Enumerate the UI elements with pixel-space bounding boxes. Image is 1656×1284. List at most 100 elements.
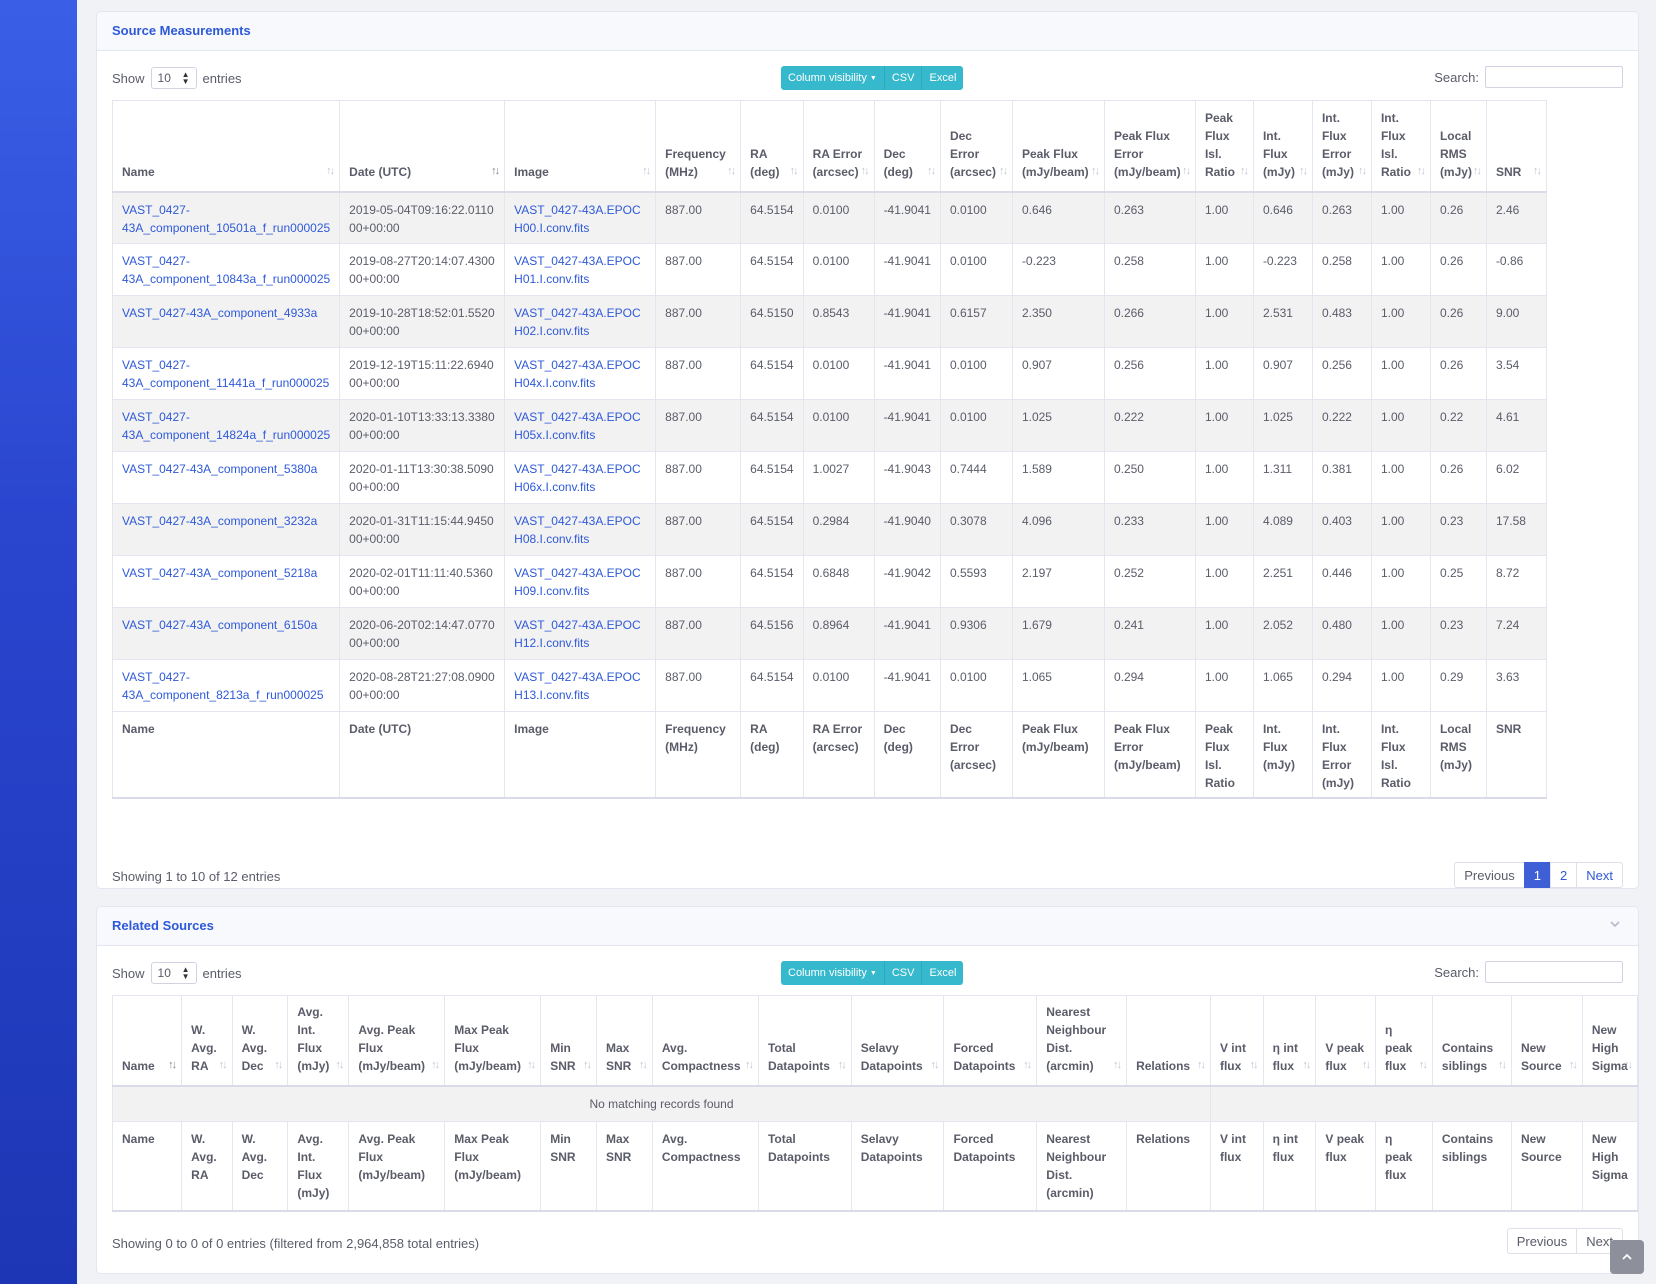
column-header-label: Forced Datapoints	[953, 1040, 1016, 1073]
column-header-date-utc[interactable]: Date (UTC) ↑↓	[339, 100, 506, 193]
column-header-peak-flux-error-mjy-beam[interactable]: Peak Flux Error (mJy/beam) ↑↓	[1104, 100, 1196, 193]
image-link[interactable]: VAST_0427-43A.EPOCH06x.I.conv.fits	[504, 451, 657, 504]
sort-icon: ↑↓	[1181, 164, 1191, 177]
image-link[interactable]: VAST_0427-43A.EPOCH05x.I.conv.fits	[504, 399, 657, 452]
column-header-relations[interactable]: Relations ↑↓	[1126, 995, 1211, 1087]
column-visibility-button[interactable]: Column visibility ▼	[781, 66, 885, 90]
previous-page-button[interactable]: Previous	[1454, 862, 1525, 888]
column-header-name[interactable]: Name ↑↓	[112, 100, 341, 193]
scroll-to-top-button[interactable]	[1610, 1240, 1644, 1274]
table-cell: 2.052	[1253, 607, 1313, 660]
image-link[interactable]: VAST_0427-43A.EPOCH02.I.conv.fits	[504, 295, 657, 348]
column-header-nearest-neighbour-dist-arcmin[interactable]: Nearest Neighbour Dist. (arcmin) ↑↓	[1036, 995, 1128, 1087]
table-cell: 1.00	[1195, 399, 1254, 452]
image-link[interactable]: VAST_0427-43A.EPOCH01.I.conv.fits	[504, 243, 657, 296]
column-header-avg-int-flux-mjy[interactable]: Avg. Int. Flux (mJy) ↑↓	[287, 995, 350, 1087]
column-header-ra-error-arcsec[interactable]: RA Error (arcsec) ↑↓	[803, 100, 875, 193]
measurement-name-link[interactable]: VAST_0427-43A_component_3232a	[112, 503, 341, 556]
table-cell: 1.00	[1371, 347, 1431, 400]
column-header-peak-flux-isl-ratio[interactable]: Peak Flux Isl. Ratio ↑↓	[1195, 100, 1254, 193]
table-cell: 0.294	[1104, 659, 1196, 712]
column-header-contains-siblings[interactable]: Contains siblings ↑↓	[1432, 995, 1512, 1087]
csv-button[interactable]: CSV	[884, 66, 923, 90]
column-header-selavy-datapoints[interactable]: Selavy Datapoints ↑↓	[851, 995, 945, 1087]
export-buttons: Column visibility ▼ CSV Excel	[781, 66, 964, 90]
table-cell: 8.72	[1486, 555, 1547, 608]
search-input[interactable]	[1485, 66, 1623, 88]
next-page-button[interactable]: Next	[1576, 862, 1623, 888]
column-header-ra-deg[interactable]: RA (deg) ↑↓	[740, 100, 804, 193]
search-input[interactable]	[1485, 961, 1623, 983]
sort-icon: ↑↓	[1302, 1058, 1311, 1071]
table-cell: -41.9041	[874, 399, 941, 452]
table-cell: 0.0100	[803, 347, 875, 400]
column-header-int-flux-error-mjy[interactable]: Int. Flux Error (mJy) ↑↓	[1312, 100, 1372, 193]
sort-icon: ↑↓	[1249, 1058, 1259, 1071]
column-header-max-peak-flux-mjy-beam[interactable]: Max Peak Flux (mJy/beam) ↑↓	[444, 995, 542, 1087]
column-header-int-flux-isl-ratio[interactable]: Int. Flux Isl. Ratio ↑↓	[1371, 100, 1431, 193]
image-link[interactable]: VAST_0427-43A.EPOCH00.I.conv.fits	[504, 191, 657, 244]
measurement-name-link[interactable]: VAST_0427-43A_component_10501a_f_run0000…	[112, 191, 341, 244]
image-link[interactable]: VAST_0427-43A.EPOCH13.I.conv.fits	[504, 659, 657, 712]
column-header-image[interactable]: Image ↑↓	[504, 100, 657, 193]
csv-button[interactable]: CSV	[884, 961, 923, 985]
column-header-snr[interactable]: SNR ↑↓	[1486, 100, 1547, 193]
column-header-v-int-flux[interactable]: V int flux ↑↓	[1210, 995, 1264, 1087]
column-header-max-snr[interactable]: Max SNR ↑↓	[596, 995, 653, 1087]
column-header-peak-flux[interactable]: η peak flux ↑↓	[1375, 995, 1433, 1087]
image-link[interactable]: VAST_0427-43A.EPOCH04x.I.conv.fits	[504, 347, 657, 400]
previous-page-button[interactable]: Previous	[1506, 1228, 1578, 1254]
table-row: VAST_0427-43A_component_5380a 2020-01-11T…	[112, 451, 1547, 504]
chevron-down-icon[interactable]	[1608, 917, 1622, 931]
page-2-button[interactable]: 2	[1550, 862, 1578, 888]
column-header-int-flux-mjy[interactable]: Int. Flux (mJy) ↑↓	[1253, 100, 1313, 193]
column-header-dec-deg[interactable]: Dec (deg) ↑↓	[874, 100, 941, 193]
column-header-new-high-sigma[interactable]: New High Sigma ↑↓	[1582, 995, 1638, 1087]
column-header-local-rms-mjy[interactable]: Local RMS (mJy) ↑↓	[1430, 100, 1487, 193]
table-cell: 0.646	[1012, 191, 1105, 244]
table-cell: -41.9042	[874, 555, 941, 608]
image-link[interactable]: VAST_0427-43A.EPOCH08.I.conv.fits	[504, 503, 657, 556]
table-cell: 1.311	[1253, 451, 1313, 504]
column-header-v-peak-flux[interactable]: V peak flux ↑↓	[1315, 995, 1376, 1087]
column-header-min-snr[interactable]: Min SNR ↑↓	[540, 995, 598, 1087]
measurement-name-link[interactable]: VAST_0427-43A_component_5380a	[112, 451, 341, 504]
excel-button[interactable]: Excel	[922, 66, 964, 90]
sort-icon: ↑↓	[274, 1058, 283, 1071]
measurement-name-link[interactable]: VAST_0427-43A_component_8213a_f_run00002…	[112, 659, 341, 712]
column-header-new-source[interactable]: New Source ↑↓	[1511, 995, 1583, 1087]
page-length-select[interactable]: 10 ▲ ▼	[150, 962, 197, 984]
column-header-frequency-mhz[interactable]: Frequency (MHz) ↑↓	[655, 100, 742, 193]
measurement-name-link[interactable]: VAST_0427-43A_component_14824a_f_run0000…	[112, 399, 341, 452]
measurement-name-link[interactable]: VAST_0427-43A_component_5218a	[112, 555, 341, 608]
column-header-total-datapoints[interactable]: Total Datapoints ↑↓	[758, 995, 852, 1087]
measurements-table: Name ↑↓ Date (UTC) ↑↓ Image ↑↓ Frequency (MHz)…	[112, 100, 1547, 799]
measurement-name-link[interactable]: VAST_0427-43A_component_11441a_f_run0000…	[112, 347, 341, 400]
measurement-name-link[interactable]: VAST_0427-43A_component_4933a	[112, 295, 341, 348]
image-link[interactable]: VAST_0427-43A.EPOCH12.I.conv.fits	[504, 607, 657, 660]
table-cell: 1.679	[1012, 607, 1105, 660]
column-header-w-avg-ra[interactable]: W. Avg. RA ↑↓	[181, 995, 233, 1087]
excel-button[interactable]: Excel	[922, 961, 964, 985]
image-link[interactable]: VAST_0427-43A.EPOCH09.I.conv.fits	[504, 555, 657, 608]
column-header-w-avg-dec[interactable]: W. Avg. Dec ↑↓	[232, 995, 289, 1087]
column-header-name[interactable]: Name ↑↓	[112, 995, 183, 1087]
column-header-int-flux[interactable]: η int flux ↑↓	[1263, 995, 1317, 1087]
measurement-name-link[interactable]: VAST_0427-43A_component_6150a	[112, 607, 341, 660]
column-header-forced-datapoints[interactable]: Forced Datapoints ↑↓	[943, 995, 1038, 1087]
table-cell: 1.00	[1371, 555, 1431, 608]
column-header-dec-error-arcsec[interactable]: Dec Error (arcsec) ↑↓	[940, 100, 1013, 193]
column-header-peak-flux-mjy-beam[interactable]: Peak Flux (mJy/beam) ↑↓	[1012, 100, 1105, 193]
page-length-select[interactable]: 10 ▲ ▼	[150, 67, 197, 89]
column-footer-new-source: New Source	[1511, 1120, 1583, 1212]
table-cell: 1.00	[1195, 243, 1254, 296]
measurement-name-link[interactable]: VAST_0427-43A_component_10843a_f_run0000…	[112, 243, 341, 296]
column-header-avg-compactness[interactable]: Avg. Compactness ↑↓	[652, 995, 759, 1087]
table-cell: -41.9041	[874, 295, 941, 348]
column-visibility-button[interactable]: Column visibility ▼	[781, 961, 885, 985]
table-cell: 887.00	[655, 191, 742, 244]
card-header[interactable]: Related Sources	[97, 907, 1638, 946]
column-footer-int-flux-mjy: Int. Flux (mJy)	[1253, 711, 1313, 799]
page-1-button[interactable]: 1	[1523, 862, 1552, 888]
column-header-avg-peak-flux-mjy-beam[interactable]: Avg. Peak Flux (mJy/beam) ↑↓	[348, 995, 446, 1087]
